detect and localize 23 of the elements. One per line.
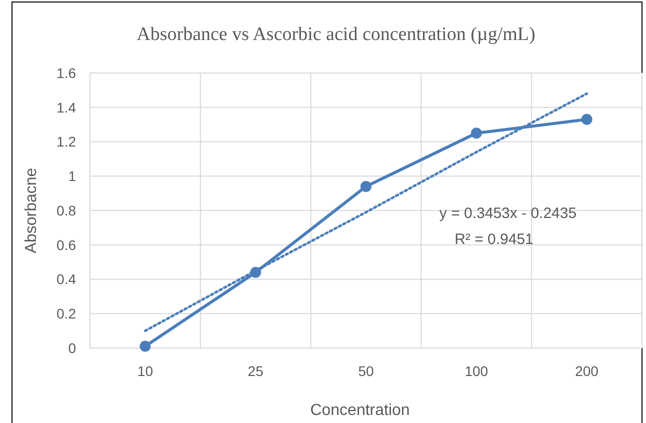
- point: [140, 340, 151, 352]
- x-tick-label: 50: [358, 363, 374, 379]
- y-tick-label: 1.2: [56, 134, 76, 150]
- y-tick-label: 0.6: [56, 236, 76, 253]
- y-tick-label: 1.4: [56, 99, 76, 116]
- x-tick-label: 100: [464, 363, 488, 379]
- point: [470, 128, 482, 139]
- y-tick-label: 0.2: [56, 306, 76, 322]
- x-axis-title: Concentration: [310, 402, 410, 419]
- x-tick-label: 10: [137, 363, 154, 379]
- y-axis-title: Absorbacne: [23, 168, 40, 254]
- y-tick-label: 1.6: [56, 64, 76, 81]
- y-tick-label: 0.8: [56, 202, 76, 218]
- annotation: y = 0.3453x - 0.2435: [439, 205, 577, 222]
- annotation: R² = 0.9451: [454, 231, 534, 248]
- x-tick-label: 25: [248, 363, 264, 379]
- x-tick-label: 200: [575, 363, 599, 379]
- y-tick-label: 0.4: [56, 271, 76, 288]
- y-tick-label: 1: [68, 168, 76, 184]
- point: [360, 180, 372, 192]
- chart-title: Absorbance vs Ascorbic acid concentration (µg/mL): [136, 24, 536, 45]
- y-tick-label: 0: [68, 340, 76, 356]
- point: [581, 114, 592, 125]
